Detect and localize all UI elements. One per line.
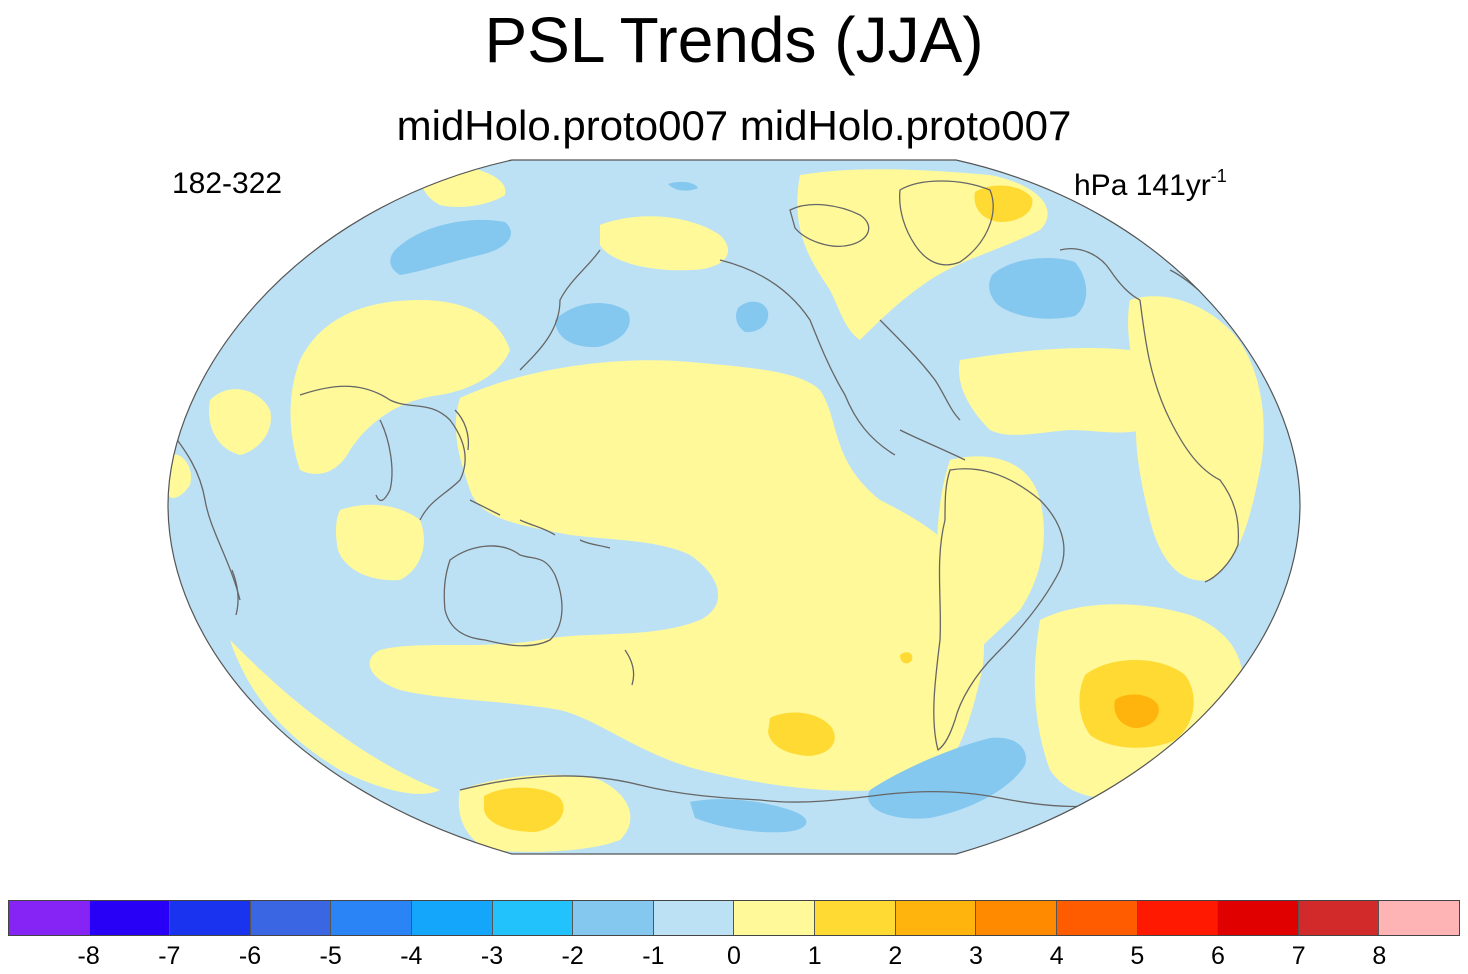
- colorbar-swatch: [573, 901, 654, 935]
- north-atlantic-negative: [989, 258, 1087, 319]
- colorbar-tick-label: 4: [1049, 942, 1064, 970]
- antarctic-negative: [690, 799, 807, 833]
- colorbar-swatch: [250, 901, 332, 935]
- colorbar-swatch: [492, 901, 574, 935]
- south-atlantic-core: [1114, 694, 1159, 728]
- plot-subtitle: midHolo.proto007 midHolo.proto007: [396, 102, 1072, 149]
- colorbar-swatch: [815, 901, 896, 935]
- asia-east-coast: [299, 249, 601, 521]
- australia-coast: [443, 545, 563, 647]
- globe-outline: [167, 159, 1301, 855]
- colorbar: [8, 900, 1460, 936]
- west-edge-positive: [168, 454, 191, 498]
- colorbar-swatch: [170, 901, 251, 935]
- greenland-max: [974, 185, 1033, 222]
- colorbar-swatch: [1218, 901, 1299, 935]
- colorbar-swatch: [412, 901, 493, 935]
- siberia-negative: [390, 219, 511, 275]
- small-pacific-spot: [900, 652, 913, 664]
- colorbar-tick-label: 3: [969, 942, 983, 970]
- gulf-alaska-negative: [736, 301, 769, 333]
- africa-positive: [1128, 296, 1264, 581]
- colorbar-swatch: [653, 901, 735, 935]
- arctic-strip-negative: [668, 181, 698, 191]
- colorbar-tick-label: -2: [561, 942, 584, 970]
- atlantic-positive: [959, 348, 1164, 435]
- colorbar-tick-label: 2: [888, 942, 903, 970]
- map-field: [168, 160, 1300, 854]
- north-america-west-coast: [719, 259, 896, 456]
- africa-west-coast: [1139, 299, 1240, 583]
- colorbar-swatch: [1056, 901, 1138, 935]
- colorbar-swatch: [976, 901, 1057, 935]
- eurasia-positive: [290, 300, 510, 474]
- colorbar-swatch: [9, 901, 90, 935]
- colorbar-swatch: [1298, 901, 1380, 935]
- indian-ocean-positive: [335, 504, 424, 581]
- colorbar-tick-label: 0: [727, 942, 741, 970]
- coastlines: [169, 180, 1240, 808]
- colorbar-labels: -8 -7 -6 -5 -4 -3 -2 -1 0 1 2 3 4 5 6 7 8: [0, 940, 1468, 974]
- maritime-islands: [469, 499, 611, 549]
- colorbar-swatch: [895, 901, 977, 935]
- madagascar: [231, 569, 239, 616]
- south-america-positive: [929, 456, 1044, 750]
- greenland-coast: [899, 180, 994, 266]
- colorbar-tick-label: -6: [238, 942, 262, 970]
- alaska-positive: [600, 216, 729, 271]
- antarctica-coast: [459, 775, 1091, 808]
- southern-ocean-negative: [868, 737, 1026, 819]
- south-pacific-max: [768, 712, 835, 756]
- central-pacific-positive: [369, 360, 984, 791]
- negative-anomaly-regions: [390, 181, 1087, 833]
- colorbar-tick-label: -1: [642, 942, 665, 970]
- southwest-edge-positive: [230, 640, 440, 794]
- colorbar-tick-label: 5: [1130, 942, 1145, 970]
- colorbar-tick-label: -8: [77, 942, 100, 970]
- year-range-label: 182-322: [172, 167, 283, 200]
- colorbar-swatch: [734, 901, 816, 935]
- antarctic-max: [484, 787, 564, 832]
- india-coast: [375, 419, 393, 502]
- colorbar-swatch: [331, 901, 413, 935]
- colorbar-tick-label: -7: [158, 942, 181, 970]
- plot-title: PSL Trends (JJA): [484, 4, 984, 76]
- south-america-coast: [933, 468, 1065, 751]
- colorbar-tick-label: -3: [480, 942, 504, 970]
- colorbar-swatch: [1379, 901, 1459, 935]
- colorbar-swatch: [89, 901, 171, 935]
- colorbar-tick-label: 8: [1372, 942, 1387, 970]
- kamchatka-negative: [555, 302, 630, 348]
- south-asia-positive: [209, 389, 271, 455]
- trend-map: [167, 159, 1301, 855]
- units-exponent: -1: [1210, 166, 1227, 186]
- colorbar-tick-label: 6: [1211, 942, 1225, 970]
- units-base: hPa 141yr: [1074, 169, 1211, 202]
- colorbar-tick-label: 1: [807, 942, 822, 970]
- colorbar-tick-label: -5: [319, 942, 342, 970]
- canada-archipelago: [789, 203, 870, 247]
- colorbar-tick-label: 7: [1291, 942, 1306, 970]
- colorbar-tick-label: -4: [400, 942, 423, 970]
- new-zealand: [624, 649, 635, 686]
- north-america-east-coast: [879, 319, 966, 461]
- japan-coast: [454, 409, 470, 451]
- africa-east-coast: [169, 429, 241, 601]
- units-label: hPa 141yr-1: [1074, 158, 1227, 206]
- colorbar-swatch: [1137, 901, 1219, 935]
